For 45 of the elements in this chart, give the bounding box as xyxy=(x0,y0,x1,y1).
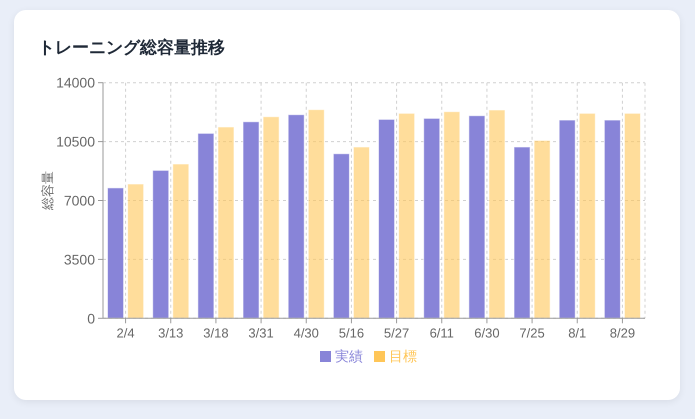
bar xyxy=(107,187,124,319)
bar xyxy=(332,153,350,319)
bar xyxy=(398,112,416,319)
y-axis-title: 総容量 xyxy=(40,171,55,211)
x-tick-label: 6/11 xyxy=(430,325,454,340)
y-tick-label: 7000 xyxy=(64,192,96,208)
bar xyxy=(624,112,641,319)
y-tick-label: 14000 xyxy=(56,74,96,91)
bar xyxy=(468,115,486,319)
x-tick-label: 7/25 xyxy=(519,325,545,340)
x-tick-label: 3/18 xyxy=(203,325,229,340)
bar xyxy=(514,146,531,319)
bar xyxy=(172,163,190,319)
x-tick-label: 8/1 xyxy=(568,325,586,340)
y-tick-label: 3500 xyxy=(64,251,96,268)
chart-title: トレーニング総容量推移 xyxy=(38,37,225,59)
bar xyxy=(488,109,506,319)
x-tick-label: 2/4 xyxy=(116,325,135,340)
bar xyxy=(242,121,260,319)
x-tick-label: 8/29 xyxy=(610,325,636,340)
bar xyxy=(558,120,576,319)
bar xyxy=(534,140,551,319)
y-tick-label: 10500 xyxy=(56,134,96,150)
y-tick-label: 0 xyxy=(87,310,96,326)
x-tick-label: 5/27 xyxy=(384,325,410,340)
bar xyxy=(352,146,370,319)
x-tick-label: 3/31 xyxy=(248,325,274,340)
legend-label: 実績 xyxy=(335,348,363,364)
bar xyxy=(604,120,621,319)
x-tick-label: 4/30 xyxy=(294,325,319,340)
bar xyxy=(378,118,396,319)
x-tick-label: 5/16 xyxy=(338,325,364,340)
bar xyxy=(197,132,214,319)
bar xyxy=(127,184,144,319)
legend-label: 目標 xyxy=(389,348,417,364)
bar xyxy=(152,170,170,319)
bar xyxy=(578,112,596,319)
bar xyxy=(443,111,460,319)
bar xyxy=(423,118,440,319)
bar xyxy=(288,114,305,319)
bar xyxy=(217,126,234,319)
bar xyxy=(262,116,280,319)
x-tick-label: 6/30 xyxy=(474,325,500,340)
bar xyxy=(308,109,325,319)
x-tick-label: 3/13 xyxy=(158,325,184,340)
